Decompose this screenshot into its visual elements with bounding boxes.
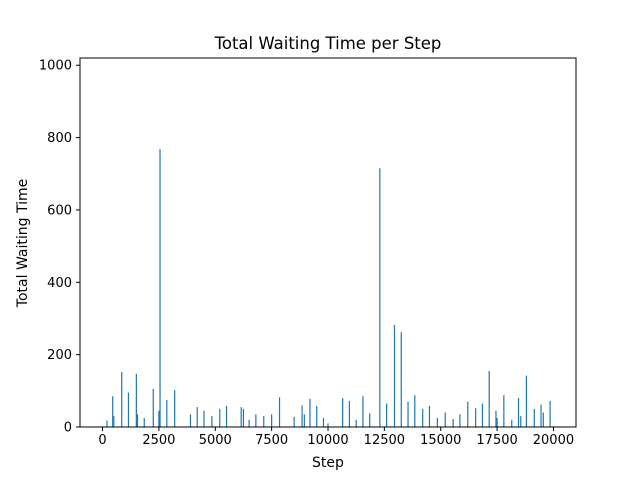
x-tick-label: 15000 — [420, 433, 461, 448]
bar — [174, 390, 176, 427]
bar — [248, 419, 250, 427]
bar — [219, 408, 221, 427]
bar — [379, 168, 381, 427]
bar — [303, 414, 305, 427]
bar — [225, 406, 228, 427]
y-axis-label: Total Waiting Time — [15, 179, 31, 308]
y-tick-label: 200 — [47, 348, 72, 363]
bars-layer — [106, 149, 551, 427]
bar — [533, 408, 535, 427]
bar — [542, 412, 544, 427]
y-tick-label: 600 — [47, 203, 72, 218]
bar — [112, 396, 114, 427]
bar — [386, 403, 388, 427]
x-tick-label: 12500 — [364, 433, 405, 448]
y-tick-label: 400 — [47, 276, 72, 291]
bar — [263, 416, 265, 427]
bar — [436, 417, 438, 427]
bar — [159, 149, 161, 427]
bar — [422, 408, 424, 427]
bar — [355, 419, 357, 427]
bar — [517, 398, 520, 427]
bar — [113, 416, 115, 427]
bar — [293, 416, 295, 427]
bar — [189, 414, 192, 427]
bar — [203, 410, 205, 427]
bar — [348, 400, 351, 427]
bar — [428, 406, 431, 427]
x-tick-label: 5000 — [199, 433, 232, 448]
bar — [520, 416, 522, 427]
bar — [369, 413, 371, 427]
chart-title: Total Waiting Time per Step — [214, 34, 442, 53]
bar — [316, 406, 318, 427]
bar — [322, 417, 325, 427]
bar — [475, 408, 477, 427]
bar — [242, 408, 245, 427]
y-tick-label: 800 — [47, 131, 72, 146]
bar — [121, 372, 123, 427]
bar — [488, 370, 490, 427]
bar — [196, 407, 198, 427]
bar — [393, 324, 396, 427]
x-tick-label: 0 — [98, 433, 106, 448]
x-tick-label: 7500 — [255, 433, 288, 448]
bar — [135, 373, 137, 427]
bar — [106, 420, 108, 427]
x-tick-label: 20000 — [533, 433, 574, 448]
y-tick-label: 1000 — [39, 59, 72, 74]
bar — [342, 398, 344, 427]
bar — [459, 414, 461, 427]
bar — [511, 419, 513, 427]
y-ticks: 0 200 400 600 800 1000 — [39, 59, 80, 436]
bar — [362, 396, 364, 427]
bar — [481, 403, 484, 427]
bar — [166, 399, 168, 427]
bar — [158, 410, 160, 427]
bar — [152, 389, 154, 427]
x-tick-label: 17500 — [476, 433, 517, 448]
bar — [327, 423, 329, 427]
bar — [255, 414, 257, 427]
bar — [211, 416, 213, 427]
bar — [549, 400, 551, 427]
x-ticks: 0 2500 5000 7500 10000 12500 15000 17500 20000 — [98, 427, 574, 448]
bar — [495, 410, 497, 427]
bar — [143, 417, 145, 427]
bar — [136, 414, 139, 427]
bar — [271, 414, 273, 427]
bar — [414, 395, 416, 427]
bar — [444, 412, 446, 427]
bar — [467, 401, 469, 427]
bar — [525, 375, 527, 427]
bar — [452, 419, 454, 427]
bar — [503, 395, 505, 427]
bar — [301, 405, 303, 427]
x-axis-label: Step — [312, 455, 344, 471]
bar — [240, 407, 242, 427]
x-tick-label: 10000 — [307, 433, 348, 448]
bar — [309, 398, 311, 427]
y-tick-label: 0 — [64, 421, 72, 436]
x-tick-label: 2500 — [142, 433, 175, 448]
bar — [496, 417, 498, 427]
bar — [400, 332, 402, 427]
bar — [407, 401, 409, 427]
bar — [540, 404, 542, 427]
bar — [127, 392, 130, 427]
bar — [278, 397, 281, 427]
